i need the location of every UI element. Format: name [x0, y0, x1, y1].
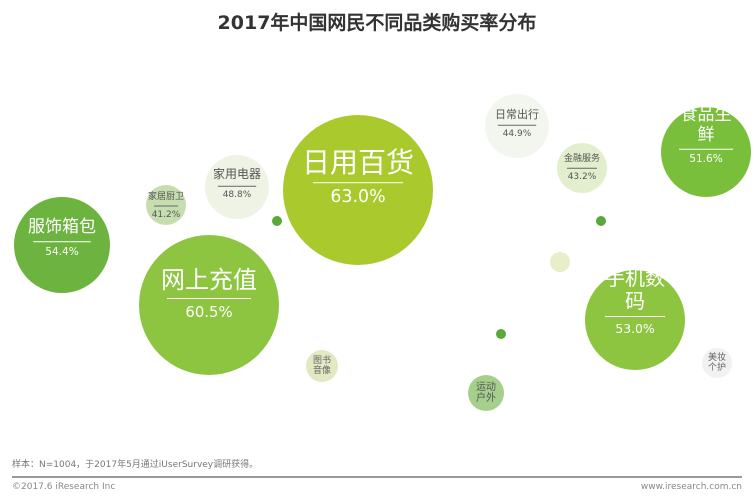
- website: www.iresearch.com.cn: [640, 482, 742, 492]
- footer-divider: [12, 476, 742, 478]
- decorative-dot: [496, 329, 506, 339]
- bubble: [485, 94, 549, 158]
- bubble-labels: 日用百货 63.0% 网上充值 60.5% 服饰箱包 54.4% 手机数码 53.0% 食品生鲜…: [28, 105, 732, 405]
- bubble-value: 54.4%: [45, 245, 79, 258]
- bubble: [205, 155, 269, 219]
- bubble-label: 日常出行: [495, 107, 539, 121]
- bubble: [585, 270, 685, 370]
- bubble: [468, 375, 504, 411]
- bubble: [702, 348, 732, 378]
- bubble-label: 金融服务: [563, 153, 600, 164]
- bubble-value: 51.6%: [689, 153, 723, 166]
- bubble-chart: [14, 94, 751, 411]
- bubble-value: 43.2%: [567, 172, 597, 183]
- sample-note: 样本：N=1004，于2017年5月通过iUserSurvey调研获得。: [12, 460, 259, 470]
- bubble: [661, 107, 751, 197]
- bubble-label: 手机数码: [605, 265, 665, 313]
- bubble-label: 美妆个护: [707, 352, 726, 373]
- bubble-label: 服饰箱包: [28, 217, 96, 238]
- bubble-value: 60.5%: [185, 302, 233, 321]
- bubble-value: 63.0%: [330, 186, 386, 207]
- bubble: [139, 235, 279, 375]
- bubble-value: 48.8%: [222, 190, 252, 201]
- bubble: [14, 197, 110, 293]
- bubble-label: 运动户外: [476, 381, 496, 405]
- decorative-dot: [596, 216, 606, 226]
- decorative-dot: [272, 216, 282, 226]
- bubble-value: 41.2%: [151, 210, 181, 220]
- bubble-label: 家居厨卫: [147, 191, 184, 202]
- decorative-dot: [550, 252, 570, 272]
- bubble: [306, 350, 338, 382]
- bubble-label: 食品生鲜: [680, 105, 732, 145]
- bubble-value: 53.0%: [615, 320, 655, 336]
- bubble-value: 44.9%: [502, 129, 532, 140]
- bubble-label: 网上充值: [161, 265, 257, 294]
- bubble: [146, 185, 186, 225]
- chart-title: 2017年中国网民不同品类购买率分布: [217, 12, 537, 34]
- bubble-label: 图书音像: [312, 355, 331, 376]
- bubble-label: 家用电器: [212, 167, 261, 182]
- copyright: ©2017.6 iResearch Inc: [12, 482, 116, 492]
- bubble: [283, 115, 433, 265]
- bubble-label: 日用百货: [301, 145, 414, 179]
